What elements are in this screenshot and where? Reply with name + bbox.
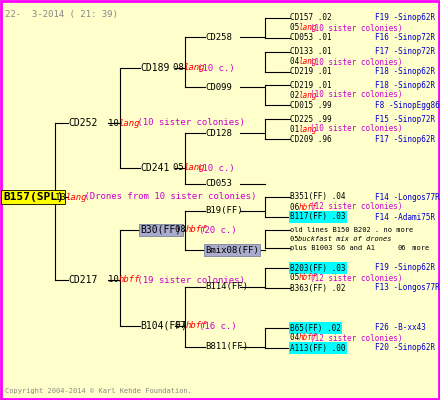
Text: F8 -SinopEgg86R: F8 -SinopEgg86R bbox=[375, 100, 440, 110]
Text: hbff: hbff bbox=[299, 274, 317, 282]
Text: Copyright 2004-2014 © Karl Kehde Foundation.: Copyright 2004-2014 © Karl Kehde Foundat… bbox=[5, 388, 192, 394]
Text: 05: 05 bbox=[290, 274, 304, 282]
Text: (12 sister colonies): (12 sister colonies) bbox=[310, 334, 403, 342]
Text: lang: lang bbox=[183, 164, 205, 172]
Text: F13 -Longos77R: F13 -Longos77R bbox=[375, 284, 440, 292]
Text: CD258: CD258 bbox=[205, 32, 232, 42]
Text: B117(FF) .03: B117(FF) .03 bbox=[290, 212, 345, 222]
Text: 04: 04 bbox=[290, 58, 304, 66]
Text: F18 -Sinop62R: F18 -Sinop62R bbox=[375, 68, 435, 76]
Text: B19(FF): B19(FF) bbox=[205, 206, 242, 216]
Text: (10 sister colonies): (10 sister colonies) bbox=[132, 118, 245, 128]
Text: (Drones from 10 sister colonies): (Drones from 10 sister colonies) bbox=[79, 192, 256, 202]
Text: B104(FF): B104(FF) bbox=[140, 321, 187, 331]
Text: F26 -B-xx43: F26 -B-xx43 bbox=[375, 324, 426, 332]
Text: CD219 .01: CD219 .01 bbox=[290, 80, 332, 90]
Text: (12 sister colonies): (12 sister colonies) bbox=[310, 202, 403, 212]
Text: (16 c.): (16 c.) bbox=[199, 322, 236, 330]
Text: F17 -Sinop62R: F17 -Sinop62R bbox=[375, 134, 435, 144]
Text: hbff: hbff bbox=[185, 322, 207, 330]
Text: (10 sister colonies): (10 sister colonies) bbox=[310, 124, 403, 134]
Text: 04: 04 bbox=[290, 334, 304, 342]
Text: CD133 .01: CD133 .01 bbox=[290, 48, 332, 56]
Text: F17 -Sinop72R: F17 -Sinop72R bbox=[375, 48, 435, 56]
Text: CD128: CD128 bbox=[205, 128, 232, 138]
Text: CD099: CD099 bbox=[205, 82, 232, 92]
Text: lang: lang bbox=[299, 58, 317, 66]
Text: CD053: CD053 bbox=[205, 180, 232, 188]
Text: F16 -Sinop72R: F16 -Sinop72R bbox=[375, 34, 435, 42]
Text: B363(FF) .02: B363(FF) .02 bbox=[290, 284, 345, 292]
Text: CD189: CD189 bbox=[140, 63, 169, 73]
Text: lang: lang bbox=[183, 64, 205, 72]
Text: lang: lang bbox=[299, 124, 317, 134]
Text: F14 -Adami75R: F14 -Adami75R bbox=[375, 212, 435, 222]
Text: A113(FF) .00: A113(FF) .00 bbox=[290, 344, 345, 352]
Text: B65(FF) .02: B65(FF) .02 bbox=[290, 324, 341, 332]
Text: 05: 05 bbox=[290, 24, 304, 32]
Text: Bmix08(FF): Bmix08(FF) bbox=[205, 246, 259, 254]
Text: F18 -Sinop62R: F18 -Sinop62R bbox=[375, 80, 435, 90]
Text: 02: 02 bbox=[290, 90, 304, 100]
Text: lang: lang bbox=[299, 90, 317, 100]
Text: 10: 10 bbox=[108, 276, 124, 284]
Text: hbff: hbff bbox=[185, 226, 207, 234]
Text: CD157 .02: CD157 .02 bbox=[290, 14, 332, 22]
Text: (19 sister colonies): (19 sister colonies) bbox=[132, 276, 245, 284]
Text: lang: lang bbox=[65, 192, 87, 202]
Text: 22-  3-2014 ( 21: 39): 22- 3-2014 ( 21: 39) bbox=[5, 10, 118, 19]
Text: hbff: hbff bbox=[299, 202, 317, 212]
Text: lang: lang bbox=[118, 118, 139, 128]
Text: 05: 05 bbox=[173, 164, 189, 172]
Text: CD219 .01: CD219 .01 bbox=[290, 68, 332, 76]
Text: 06: 06 bbox=[290, 202, 304, 212]
Text: 08: 08 bbox=[175, 226, 191, 234]
Text: B157(SPL): B157(SPL) bbox=[3, 192, 64, 202]
Text: CD015 .99: CD015 .99 bbox=[290, 100, 332, 110]
Text: 05: 05 bbox=[290, 236, 303, 242]
Text: B114(FF): B114(FF) bbox=[205, 282, 248, 292]
Text: 07: 07 bbox=[175, 322, 191, 330]
Text: 01: 01 bbox=[290, 124, 304, 134]
Text: CD217: CD217 bbox=[68, 275, 97, 285]
Text: lang: lang bbox=[299, 24, 317, 32]
Text: F19 -Sinop62R: F19 -Sinop62R bbox=[375, 264, 435, 272]
Text: 08: 08 bbox=[173, 64, 189, 72]
Text: F15 -Sinop72R: F15 -Sinop72R bbox=[375, 114, 435, 124]
Text: CD053 .01: CD053 .01 bbox=[290, 34, 332, 42]
Text: 13: 13 bbox=[55, 192, 71, 202]
Text: B30(FF): B30(FF) bbox=[140, 225, 181, 235]
Text: F19 -Sinop62R: F19 -Sinop62R bbox=[375, 14, 435, 22]
Text: CD209 .96: CD209 .96 bbox=[290, 134, 332, 144]
Text: hbff: hbff bbox=[118, 276, 139, 284]
Text: (12 sister colonies): (12 sister colonies) bbox=[310, 274, 403, 282]
Text: (10 c.): (10 c.) bbox=[197, 164, 234, 172]
Text: CD241: CD241 bbox=[140, 163, 169, 173]
Text: B351(FF) .04: B351(FF) .04 bbox=[290, 192, 345, 202]
Text: (20 c.): (20 c.) bbox=[199, 226, 236, 234]
Text: (10 sister colonies): (10 sister colonies) bbox=[310, 24, 403, 32]
Text: CD225 .99: CD225 .99 bbox=[290, 114, 332, 124]
Text: B811(FF): B811(FF) bbox=[205, 342, 248, 352]
Text: B203(FF) .03: B203(FF) .03 bbox=[290, 264, 345, 272]
Text: 10: 10 bbox=[108, 118, 124, 128]
Text: plus B1003 S6 and A1: plus B1003 S6 and A1 bbox=[290, 245, 375, 251]
Text: (10 c.): (10 c.) bbox=[197, 64, 234, 72]
Text: hbff: hbff bbox=[299, 334, 317, 342]
Text: (10 sister colonies): (10 sister colonies) bbox=[310, 58, 403, 66]
Text: old lines B150 B202 . no more: old lines B150 B202 . no more bbox=[290, 227, 413, 233]
Text: buckfast mix of drones: buckfast mix of drones bbox=[298, 236, 391, 242]
Text: (10 sister colonies): (10 sister colonies) bbox=[310, 90, 403, 100]
Text: F20 -Sinop62R: F20 -Sinop62R bbox=[375, 344, 435, 352]
Text: 06: 06 bbox=[398, 245, 407, 251]
Text: CD252: CD252 bbox=[68, 118, 97, 128]
Text: more: more bbox=[408, 245, 429, 251]
Text: F14 -Longos77R: F14 -Longos77R bbox=[375, 192, 440, 202]
